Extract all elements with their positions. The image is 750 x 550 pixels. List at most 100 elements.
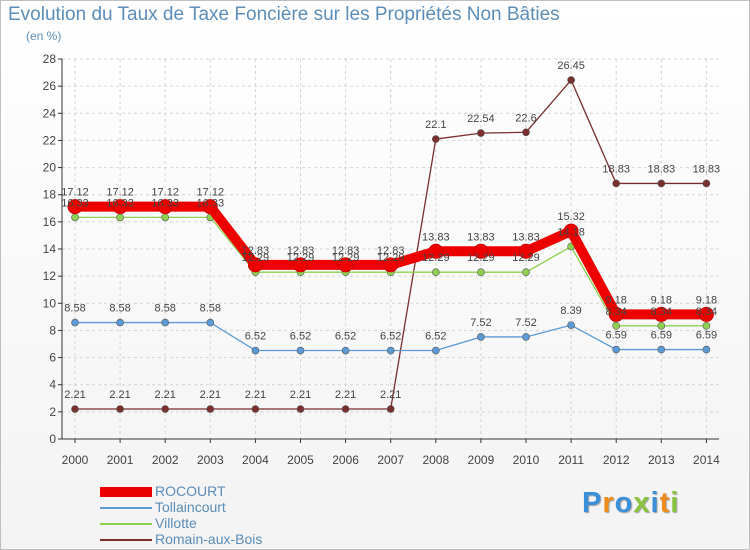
x-tick-label: 2007: [377, 453, 404, 467]
data-label: 6.59: [605, 330, 626, 342]
data-point: [657, 322, 666, 330]
x-tick-label: 2012: [603, 453, 630, 467]
x-tick-label: 2000: [62, 453, 89, 467]
data-label: 16.33: [197, 197, 225, 209]
x-tick-label: 2003: [197, 453, 224, 467]
data-point: [71, 318, 79, 327]
data-label: 15.32: [557, 211, 585, 223]
data-point: [702, 345, 711, 354]
data-label: 12.29: [467, 252, 495, 264]
x-tick-label: 2014: [693, 453, 720, 467]
data-label: 8.34: [696, 306, 717, 318]
data-label: 2.21: [200, 389, 221, 401]
legend-swatch: [100, 523, 152, 525]
data-label: 26.45: [557, 60, 585, 72]
data-label: 12.83: [287, 245, 315, 257]
data-point: [251, 405, 260, 413]
data-label: 12.29: [242, 252, 270, 264]
data-label: 16.33: [106, 197, 134, 209]
proxiti-logo: Proxiti: [582, 487, 679, 520]
data-point: [383, 257, 399, 273]
legend-label: Tollaincourt: [155, 499, 226, 515]
logo-letter: P: [582, 487, 603, 519]
data-label: 2.21: [290, 389, 311, 401]
logo-letter: i: [670, 487, 680, 519]
data-point: [341, 405, 350, 413]
y-tick-label: 16: [43, 215, 57, 229]
data-label: 12.29: [512, 252, 540, 264]
x-tick-label: 2006: [332, 453, 359, 467]
data-point: [657, 179, 666, 188]
data-label: 17.12: [197, 187, 225, 199]
data-point: [477, 333, 485, 341]
y-tick-label: 24: [43, 106, 57, 120]
data-labels: 17.12 17.12 17.12 17.12 12.83 12.83 12.83 12.83…: [61, 60, 720, 401]
data-point: [563, 223, 579, 239]
data-point: [608, 306, 624, 322]
data-label: 6.59: [696, 330, 717, 342]
legend-swatch: [100, 487, 152, 497]
data-point: [296, 346, 305, 355]
logo-letter: x: [633, 487, 651, 519]
data-label: 6.59: [651, 330, 672, 342]
data-point: [386, 405, 395, 413]
data-point: [431, 346, 440, 355]
legend-swatch: [100, 539, 152, 541]
legend-label: Villotte: [155, 515, 197, 531]
chart-title: Evolution du Taux de Taxe Foncière sur l…: [8, 4, 560, 25]
data-point: [567, 321, 575, 329]
y-tick-label: 4: [49, 378, 56, 392]
y-tick-label: 28: [43, 52, 57, 66]
y-tick-label: 6: [49, 351, 56, 365]
data-point: [206, 318, 215, 327]
data-label: 12.29: [287, 252, 315, 264]
data-label: 9.18: [605, 294, 626, 306]
y-tick-label: 20: [43, 161, 57, 175]
data-label: 2.21: [335, 389, 356, 401]
logo-letter: r: [602, 487, 615, 519]
data-point: [702, 322, 711, 330]
data-label: 2.21: [109, 389, 130, 401]
data-label: 12.29: [377, 252, 405, 264]
data-label: 8.58: [64, 303, 85, 315]
data-point: [567, 76, 575, 84]
data-label: 17.12: [106, 187, 134, 199]
data-point: [116, 318, 124, 327]
data-point: [341, 346, 350, 355]
data-label: 6.52: [425, 331, 446, 343]
y-tick-label: 26: [43, 79, 57, 93]
data-label: 22.6: [515, 112, 536, 124]
y-tick-label: 10: [43, 296, 57, 310]
x-tick-label: 2009: [468, 453, 495, 467]
data-label: 7.52: [470, 317, 491, 329]
data-point: [657, 345, 666, 354]
data-label: 9.18: [696, 294, 717, 306]
data-point: [522, 268, 530, 277]
data-point: [612, 345, 621, 354]
data-point: [428, 243, 444, 259]
data-point: [157, 199, 173, 215]
data-label: 18.83: [602, 163, 630, 175]
series-layer: [67, 76, 714, 413]
x-tick-label: 2005: [287, 453, 314, 467]
data-label: 8.58: [109, 303, 130, 315]
data-point: [293, 257, 308, 273]
data-label: 9.18: [651, 294, 672, 306]
data-label: 17.12: [61, 187, 89, 199]
data-point: [612, 322, 621, 330]
x-tick-label: 2011: [558, 453, 584, 467]
x-tick-label: 2001: [107, 453, 134, 467]
x-tick-label: 2002: [152, 453, 179, 467]
data-label: 12.83: [242, 245, 270, 257]
data-label: 2.21: [154, 389, 175, 401]
y-tick-label: 0: [49, 432, 56, 446]
data-point: [71, 405, 79, 413]
data-label: 18.83: [648, 163, 676, 175]
data-label: 14.18: [557, 227, 585, 239]
data-point: [67, 199, 83, 215]
data-point: [473, 243, 489, 259]
data-point: [296, 405, 305, 413]
